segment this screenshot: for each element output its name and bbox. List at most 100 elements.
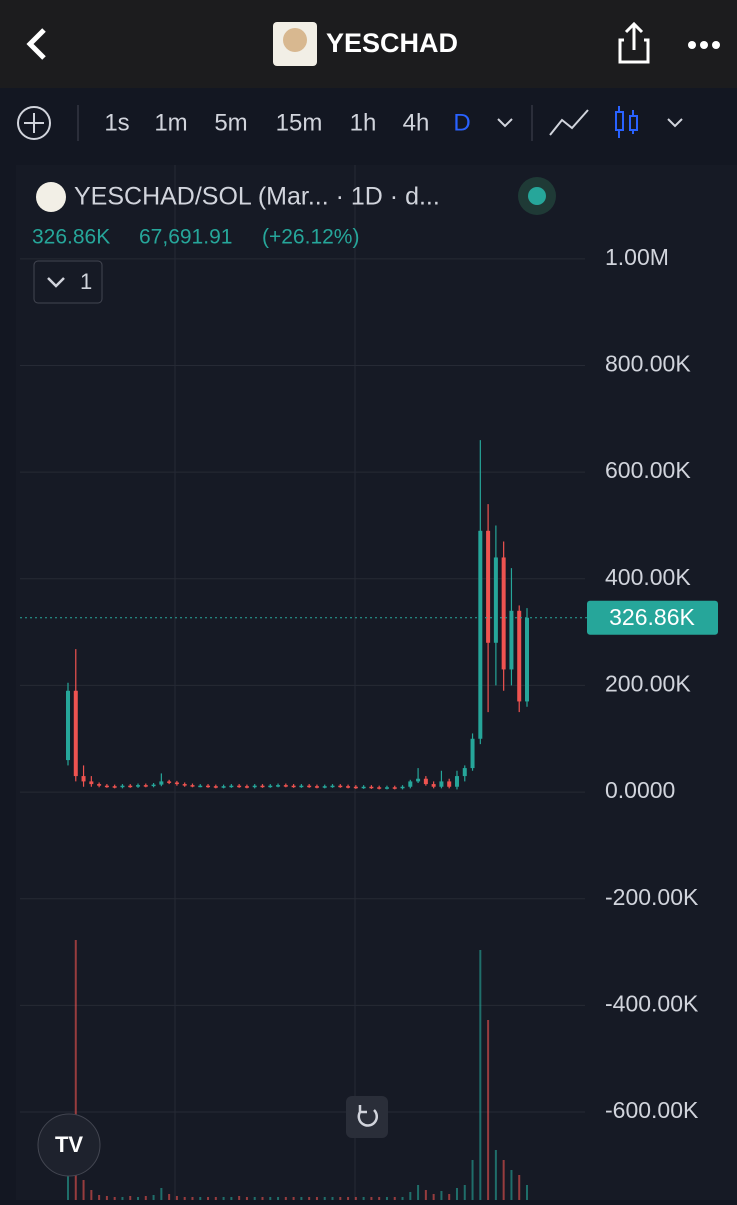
volume-bar [160,1188,163,1200]
candle-body [346,786,351,788]
interval-button[interactable]: 1m [154,109,187,136]
volume-bar [261,1197,264,1200]
y-tick-label: 0.0000 [605,777,675,803]
candle-body [447,781,452,787]
candle-body [454,776,459,787]
volume-bar [526,1185,528,1200]
candle-body [66,690,70,761]
volume-bar [323,1197,326,1200]
interval-button[interactable]: 1h [350,109,377,136]
legend-close: 326.86K [32,226,110,249]
interval-button[interactable]: 1s [104,109,129,136]
volume-bar [292,1197,295,1200]
price-label-box [587,600,718,635]
volume-bar [82,1180,85,1200]
y-tick-label: 400.00K [605,564,691,590]
tv-logo[interactable] [37,1113,101,1177]
candle-body [462,768,467,777]
candle-body [392,787,397,789]
candle-body [493,557,498,643]
candle-body [299,785,304,788]
reset-button[interactable] [346,1096,388,1138]
chart-style-line[interactable] [549,109,589,136]
candle-body [486,530,491,643]
volume-bar [74,940,77,1200]
tv-logo-mark: TV [55,1132,83,1157]
volume-bar [277,1197,280,1200]
candle-body [198,785,203,788]
interval-button[interactable]: 4h [403,109,430,136]
volume-bar [479,950,482,1200]
interval-button[interactable]: 5m [214,109,247,136]
volume-bar [510,1170,513,1200]
candle-body [400,786,405,789]
volume-bar [284,1197,287,1200]
volume-bar [448,1194,451,1200]
style-dropdown[interactable] [667,118,683,128]
more-button[interactable] [688,41,720,49]
candle-body [470,738,475,769]
candle-body [244,786,249,788]
candle-body [182,784,187,786]
candle-body [439,781,444,787]
candle-body [206,785,211,788]
y-tick-label: -400.00K [605,990,699,1016]
volume-bar [67,1170,69,1200]
back-button[interactable] [26,28,46,60]
candle-body [229,785,234,788]
candle-body [73,690,78,777]
y-tick-label: 800.00K [605,351,691,377]
candle-body [136,785,141,787]
volume-bar [222,1197,225,1200]
volume-bar [98,1195,101,1200]
volume-bar [152,1195,155,1200]
volume-bar [385,1197,388,1200]
interval-button[interactable]: 15m [276,109,323,136]
volume-bar [113,1197,116,1200]
token-face [283,28,307,52]
volume-bar [300,1197,303,1200]
candle-body [276,785,281,787]
candle-body [322,786,327,788]
candle-body [151,784,156,787]
share-button[interactable] [618,21,650,64]
volume-bar [471,1160,474,1200]
candle-body [338,785,343,788]
volume-bar [440,1191,443,1200]
candle-body [377,787,382,789]
volume-bar [401,1197,404,1200]
header-title: YESCHAD [326,28,458,58]
candle-body [143,785,148,787]
candle-body [291,785,296,788]
volume-bar [121,1197,124,1200]
volume-bar [214,1197,217,1200]
volume-bar [90,1190,93,1200]
interval-dropdown[interactable] [497,118,513,128]
interval-button[interactable]: D [453,109,470,136]
volume-bar [463,1185,466,1200]
volume-bar [308,1197,311,1200]
chart-style-candle[interactable] [615,106,638,138]
candle-body [353,786,358,789]
volume-bar [424,1190,427,1200]
volume-bar [238,1196,241,1200]
candle-body [408,781,413,787]
study-count: 1 [80,269,92,294]
candle-body [104,785,109,788]
candle-body [159,781,164,785]
volume-bar [175,1196,178,1200]
toolbar [0,88,737,158]
candle-body [314,786,319,788]
volume-bar [432,1194,435,1200]
y-tick-label: 200.00K [605,671,691,697]
candle-body [423,778,428,785]
add-button[interactable] [17,106,51,140]
volume-bar [105,1196,108,1200]
studies-toggle[interactable] [33,260,103,304]
price-label: 326.86K [609,604,695,630]
volume-bar [455,1188,458,1200]
volume-bar [331,1197,334,1200]
volume-bar [378,1197,381,1200]
volume-bar [487,1020,490,1200]
